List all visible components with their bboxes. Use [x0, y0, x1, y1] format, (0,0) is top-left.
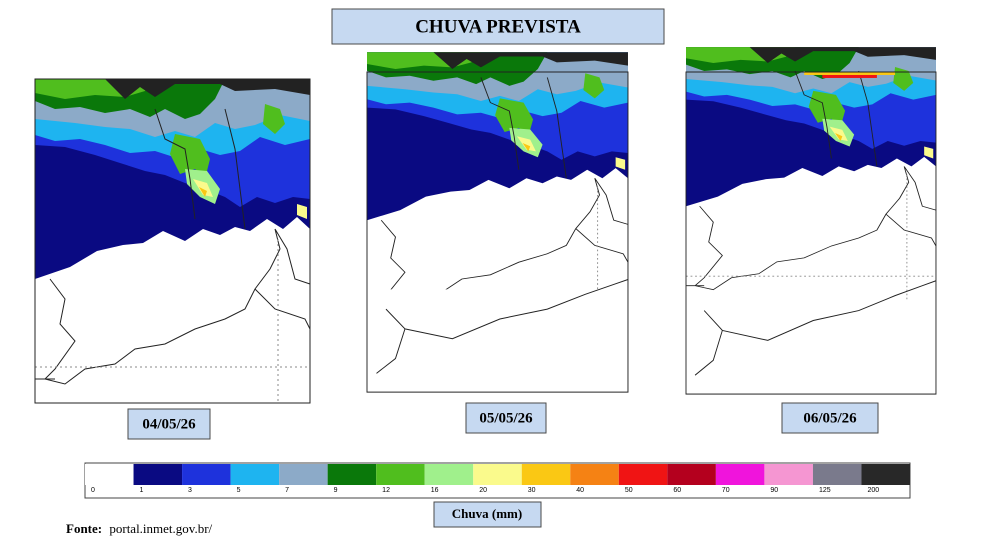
legend-swatch — [570, 464, 619, 485]
legend-swatch — [133, 464, 183, 485]
legend-tick-label: 70 — [722, 487, 730, 494]
title: CHUVA PREVISTA — [415, 16, 581, 37]
legend-tick-label: 5 — [237, 487, 241, 494]
legend-tick-label: 9 — [334, 487, 338, 494]
legend-tick-label: 20 — [479, 487, 487, 494]
legend-swatch — [764, 464, 813, 485]
legend-tick-label: 60 — [673, 487, 681, 494]
legend-swatch — [327, 464, 377, 485]
footer: Fonte: portal.inmet.gov.br/ — [66, 521, 213, 536]
legend-title-box — [433, 501, 542, 528]
legend-tick-label: 90 — [770, 487, 778, 494]
map-panel-1 — [34, 78, 311, 404]
legend-tick-label: 1 — [140, 487, 144, 494]
legend-swatch — [424, 464, 474, 485]
title-box — [331, 8, 665, 45]
legend-tick-label: 3 — [188, 487, 192, 494]
date-label: 06/05/26 — [803, 410, 857, 426]
date-box — [465, 402, 547, 434]
legend-tick-label: 125 — [819, 487, 831, 494]
legend-swatch — [667, 464, 716, 485]
map-panel-2 — [366, 51, 629, 393]
legend-tick-label: 0 — [91, 487, 95, 494]
legend-tick-label: 200 — [867, 487, 879, 494]
legend-title: Chuva (mm) — [452, 506, 522, 521]
legend-swatch — [230, 464, 280, 485]
legend-swatch — [182, 464, 231, 485]
footer-source: portal.inmet.gov.br/ — [109, 521, 212, 536]
legend-swatch — [279, 464, 328, 485]
legend-swatch — [521, 464, 571, 485]
legend-swatch — [812, 464, 862, 485]
legend-swatch — [715, 464, 765, 485]
legend-tick-label: 40 — [576, 487, 584, 494]
legend-tick-label: 16 — [431, 487, 439, 494]
date-label: 05/05/26 — [479, 410, 533, 426]
legend-swatch — [861, 464, 910, 485]
legend-swatch — [376, 464, 425, 485]
date-box — [127, 408, 211, 440]
map-panel-3 — [685, 46, 937, 395]
footer-label: Fonte: — [66, 521, 102, 536]
legend-swatch — [85, 464, 134, 485]
date-box — [781, 402, 879, 434]
legend-tick-label: 7 — [285, 487, 289, 494]
legend: 0 1 3 5 7 9 12 16 20 30 40 50 60 70 90 125 200 — [85, 464, 910, 494]
date-label: 04/05/26 — [142, 416, 196, 432]
legend-tick-label: 30 — [528, 487, 536, 494]
legend-swatch — [618, 464, 668, 485]
legend-swatch — [473, 464, 522, 485]
legend-tick-label: 12 — [382, 487, 390, 494]
legend-tick-label: 50 — [625, 487, 633, 494]
